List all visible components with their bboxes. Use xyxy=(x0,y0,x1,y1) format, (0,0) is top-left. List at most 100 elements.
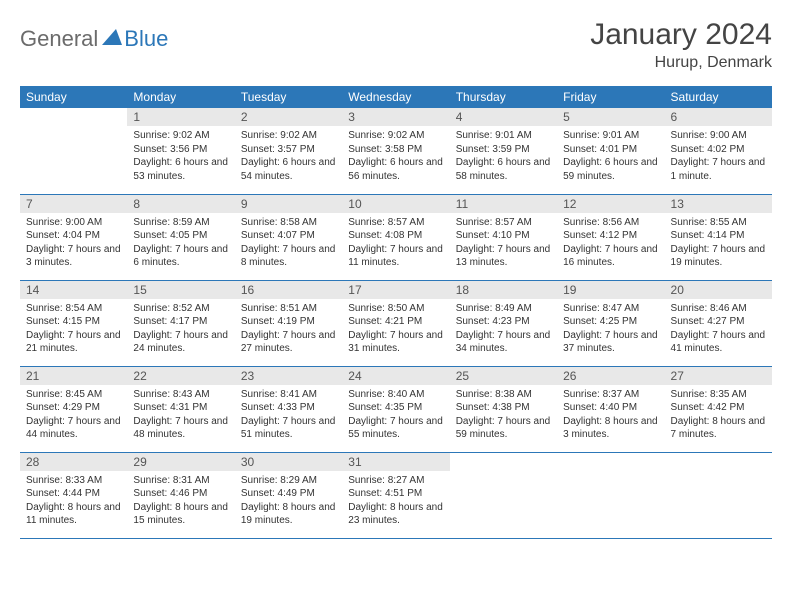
sunset-text: Sunset: 4:25 PM xyxy=(563,315,658,329)
sunrise-text: Sunrise: 8:35 AM xyxy=(671,388,766,402)
calendar-day-cell: 12Sunrise: 8:56 AMSunset: 4:12 PMDayligh… xyxy=(557,194,664,280)
calendar-day-cell: 27Sunrise: 8:35 AMSunset: 4:42 PMDayligh… xyxy=(665,366,772,452)
sunrise-text: Sunrise: 8:57 AM xyxy=(456,216,551,230)
sunset-text: Sunset: 4:08 PM xyxy=(348,229,443,243)
daylight-text: Daylight: 6 hours and 56 minutes. xyxy=(348,156,443,183)
sunset-text: Sunset: 4:04 PM xyxy=(26,229,121,243)
sunrise-text: Sunrise: 8:59 AM xyxy=(133,216,228,230)
calendar-day-cell: 18Sunrise: 8:49 AMSunset: 4:23 PMDayligh… xyxy=(450,280,557,366)
calendar-table: Sunday Monday Tuesday Wednesday Thursday… xyxy=(20,86,772,539)
calendar-week-row: 7Sunrise: 9:00 AMSunset: 4:04 PMDaylight… xyxy=(20,194,772,280)
sunrise-text: Sunrise: 8:52 AM xyxy=(133,302,228,316)
daylight-text: Daylight: 6 hours and 53 minutes. xyxy=(133,156,228,183)
sunset-text: Sunset: 3:56 PM xyxy=(133,143,228,157)
day-number: 11 xyxy=(450,195,557,213)
day-details: Sunrise: 9:01 AMSunset: 3:59 PMDaylight:… xyxy=(450,126,557,186)
logo-text-general: General xyxy=(20,26,98,52)
sunrise-text: Sunrise: 9:00 AM xyxy=(671,129,766,143)
calendar-day-cell xyxy=(450,452,557,538)
day-details: Sunrise: 8:50 AMSunset: 4:21 PMDaylight:… xyxy=(342,299,449,359)
day-details: Sunrise: 8:41 AMSunset: 4:33 PMDaylight:… xyxy=(235,385,342,445)
calendar-day-cell xyxy=(20,108,127,194)
day-details: Sunrise: 9:02 AMSunset: 3:58 PMDaylight:… xyxy=(342,126,449,186)
calendar-day-cell: 13Sunrise: 8:55 AMSunset: 4:14 PMDayligh… xyxy=(665,194,772,280)
daylight-text: Daylight: 7 hours and 6 minutes. xyxy=(133,243,228,270)
weekday-header: Monday xyxy=(127,86,234,108)
daylight-text: Daylight: 8 hours and 19 minutes. xyxy=(241,501,336,528)
day-number: 27 xyxy=(665,367,772,385)
sunset-text: Sunset: 4:12 PM xyxy=(563,229,658,243)
day-details: Sunrise: 9:02 AMSunset: 3:56 PMDaylight:… xyxy=(127,126,234,186)
sunset-text: Sunset: 4:33 PM xyxy=(241,401,336,415)
sunrise-text: Sunrise: 8:31 AM xyxy=(133,474,228,488)
day-details: Sunrise: 9:01 AMSunset: 4:01 PMDaylight:… xyxy=(557,126,664,186)
day-number: 25 xyxy=(450,367,557,385)
daylight-text: Daylight: 7 hours and 34 minutes. xyxy=(456,329,551,356)
sunset-text: Sunset: 4:05 PM xyxy=(133,229,228,243)
day-number: 30 xyxy=(235,453,342,471)
sunset-text: Sunset: 4:42 PM xyxy=(671,401,766,415)
day-details: Sunrise: 8:47 AMSunset: 4:25 PMDaylight:… xyxy=(557,299,664,359)
day-details: Sunrise: 8:45 AMSunset: 4:29 PMDaylight:… xyxy=(20,385,127,445)
day-number: 22 xyxy=(127,367,234,385)
calendar-day-cell: 24Sunrise: 8:40 AMSunset: 4:35 PMDayligh… xyxy=(342,366,449,452)
calendar-day-cell: 25Sunrise: 8:38 AMSunset: 4:38 PMDayligh… xyxy=(450,366,557,452)
daylight-text: Daylight: 6 hours and 58 minutes. xyxy=(456,156,551,183)
day-details: Sunrise: 8:52 AMSunset: 4:17 PMDaylight:… xyxy=(127,299,234,359)
day-details: Sunrise: 8:58 AMSunset: 4:07 PMDaylight:… xyxy=(235,213,342,273)
day-number: 12 xyxy=(557,195,664,213)
sunrise-text: Sunrise: 9:01 AM xyxy=(563,129,658,143)
sunset-text: Sunset: 4:38 PM xyxy=(456,401,551,415)
day-details: Sunrise: 8:35 AMSunset: 4:42 PMDaylight:… xyxy=(665,385,772,445)
calendar-day-cell: 15Sunrise: 8:52 AMSunset: 4:17 PMDayligh… xyxy=(127,280,234,366)
calendar-day-cell: 17Sunrise: 8:50 AMSunset: 4:21 PMDayligh… xyxy=(342,280,449,366)
day-number: 20 xyxy=(665,281,772,299)
day-details: Sunrise: 8:27 AMSunset: 4:51 PMDaylight:… xyxy=(342,471,449,531)
daylight-text: Daylight: 7 hours and 21 minutes. xyxy=(26,329,121,356)
sunrise-text: Sunrise: 8:29 AM xyxy=(241,474,336,488)
day-number: 16 xyxy=(235,281,342,299)
daylight-text: Daylight: 8 hours and 11 minutes. xyxy=(26,501,121,528)
day-details: Sunrise: 8:33 AMSunset: 4:44 PMDaylight:… xyxy=(20,471,127,531)
daylight-text: Daylight: 7 hours and 1 minute. xyxy=(671,156,766,183)
title-block: January 2024 Hurup, Denmark xyxy=(590,18,772,72)
sunrise-text: Sunrise: 8:43 AM xyxy=(133,388,228,402)
weekday-header: Friday xyxy=(557,86,664,108)
sunrise-text: Sunrise: 8:33 AM xyxy=(26,474,121,488)
daylight-text: Daylight: 7 hours and 44 minutes. xyxy=(26,415,121,442)
calendar-day-cell: 8Sunrise: 8:59 AMSunset: 4:05 PMDaylight… xyxy=(127,194,234,280)
sunrise-text: Sunrise: 8:45 AM xyxy=(26,388,121,402)
daylight-text: Daylight: 8 hours and 15 minutes. xyxy=(133,501,228,528)
logo-triangle-icon xyxy=(102,29,122,50)
sunrise-text: Sunrise: 8:27 AM xyxy=(348,474,443,488)
logo-text-blue: Blue xyxy=(124,26,168,52)
day-number: 21 xyxy=(20,367,127,385)
sunrise-text: Sunrise: 8:57 AM xyxy=(348,216,443,230)
sunset-text: Sunset: 4:51 PM xyxy=(348,487,443,501)
day-details: Sunrise: 9:00 AMSunset: 4:04 PMDaylight:… xyxy=(20,213,127,273)
sunset-text: Sunset: 4:29 PM xyxy=(26,401,121,415)
day-number: 2 xyxy=(235,108,342,126)
sunrise-text: Sunrise: 8:46 AM xyxy=(671,302,766,316)
day-details: Sunrise: 8:43 AMSunset: 4:31 PMDaylight:… xyxy=(127,385,234,445)
sunrise-text: Sunrise: 8:56 AM xyxy=(563,216,658,230)
sunset-text: Sunset: 4:07 PM xyxy=(241,229,336,243)
sunrise-text: Sunrise: 8:38 AM xyxy=(456,388,551,402)
weekday-header: Thursday xyxy=(450,86,557,108)
calendar-day-cell xyxy=(665,452,772,538)
day-details: Sunrise: 8:51 AMSunset: 4:19 PMDaylight:… xyxy=(235,299,342,359)
calendar-day-cell: 20Sunrise: 8:46 AMSunset: 4:27 PMDayligh… xyxy=(665,280,772,366)
sunset-text: Sunset: 4:02 PM xyxy=(671,143,766,157)
day-details: Sunrise: 8:57 AMSunset: 4:10 PMDaylight:… xyxy=(450,213,557,273)
day-details: Sunrise: 8:49 AMSunset: 4:23 PMDaylight:… xyxy=(450,299,557,359)
sunrise-text: Sunrise: 8:51 AM xyxy=(241,302,336,316)
calendar-day-cell: 31Sunrise: 8:27 AMSunset: 4:51 PMDayligh… xyxy=(342,452,449,538)
daylight-text: Daylight: 7 hours and 48 minutes. xyxy=(133,415,228,442)
calendar-day-cell: 22Sunrise: 8:43 AMSunset: 4:31 PMDayligh… xyxy=(127,366,234,452)
sunrise-text: Sunrise: 9:02 AM xyxy=(133,129,228,143)
day-details: Sunrise: 8:40 AMSunset: 4:35 PMDaylight:… xyxy=(342,385,449,445)
sunrise-text: Sunrise: 9:02 AM xyxy=(348,129,443,143)
weekday-header: Saturday xyxy=(665,86,772,108)
day-number: 28 xyxy=(20,453,127,471)
calendar-day-cell: 21Sunrise: 8:45 AMSunset: 4:29 PMDayligh… xyxy=(20,366,127,452)
